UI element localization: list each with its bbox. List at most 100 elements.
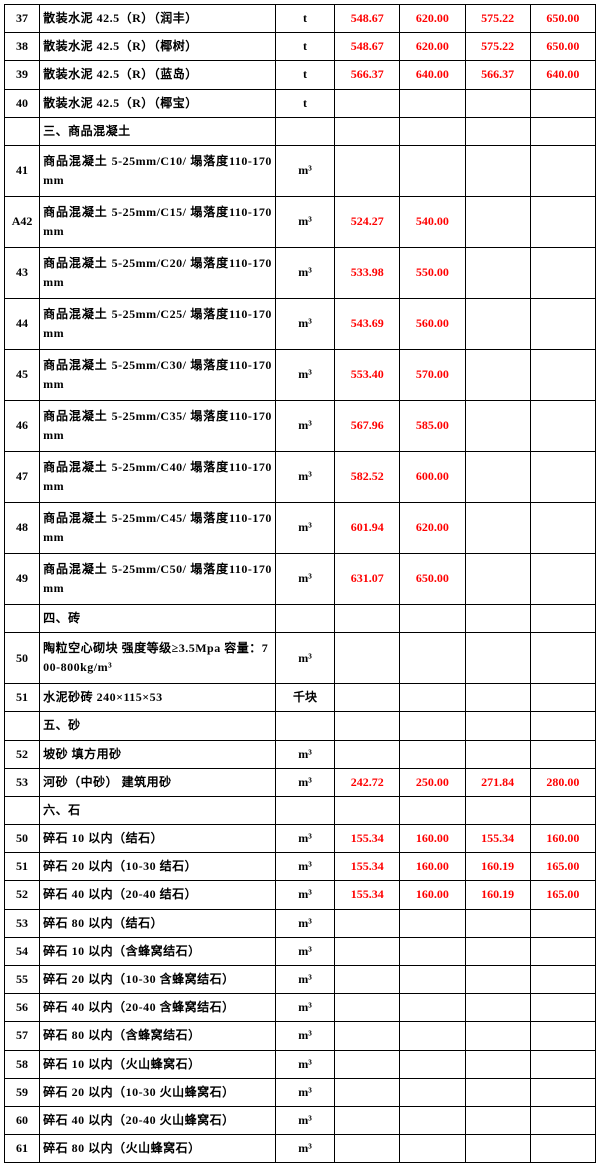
- cell-p3: [465, 1106, 530, 1134]
- cell-p3: 271.84: [465, 768, 530, 796]
- cell-p3: [465, 1135, 530, 1163]
- cell-unit: m³: [275, 196, 334, 247]
- table-row: 55碎石 20 以内（10-30 含蜂窝结石）m³: [5, 966, 596, 994]
- cell-p2: [400, 1022, 465, 1050]
- cell-p4: [530, 712, 595, 740]
- cell-p1: 553.40: [335, 349, 400, 400]
- cell-p3: [465, 1050, 530, 1078]
- cell-p2: 160.00: [400, 881, 465, 909]
- cell-p4: [530, 117, 595, 145]
- cell-id: 49: [5, 553, 40, 604]
- cell-p3: 160.19: [465, 881, 530, 909]
- cell-p3: [465, 451, 530, 502]
- cell-p3: [465, 349, 530, 400]
- cell-name: 河砂（中砂） 建筑用砂: [40, 768, 276, 796]
- cell-name: 碎石 20 以内（10-30 结石）: [40, 853, 276, 881]
- cell-unit: m³: [275, 349, 334, 400]
- cell-unit: t: [275, 5, 334, 33]
- cell-p4: [530, 145, 595, 196]
- cell-id: 46: [5, 400, 40, 451]
- cell-p3: [465, 89, 530, 117]
- cell-unit: m³: [275, 502, 334, 553]
- cell-unit: m³: [275, 881, 334, 909]
- cell-id: 51: [5, 853, 40, 881]
- cell-p1: [335, 994, 400, 1022]
- cell-name: 四、砖: [40, 604, 276, 632]
- cell-name: 碎石 40 以内（20-40 含蜂窝结石）: [40, 994, 276, 1022]
- table-row: A42商品混凝土 5-25mm/C15/ 塌落度110-170mmm³524.2…: [5, 196, 596, 247]
- table-row: 56碎石 40 以内（20-40 含蜂窝结石）m³: [5, 994, 596, 1022]
- cell-p1: [335, 712, 400, 740]
- cell-p4: [530, 633, 595, 684]
- cell-p2: 600.00: [400, 451, 465, 502]
- cell-p2: [400, 966, 465, 994]
- cell-id: 54: [5, 937, 40, 965]
- table-row: 57碎石 80 以内（含蜂窝结石）m³: [5, 1022, 596, 1050]
- cell-unit: [275, 604, 334, 632]
- cell-p2: [400, 994, 465, 1022]
- cell-id: 48: [5, 502, 40, 553]
- table-row: 四、砖: [5, 604, 596, 632]
- cell-p2: 250.00: [400, 768, 465, 796]
- table-row: 50陶粒空心砌块 强度等级≥3.5Mpa 容量：700-800kg/m³m³: [5, 633, 596, 684]
- cell-p2: [400, 604, 465, 632]
- cell-unit: m³: [275, 768, 334, 796]
- cell-id: 58: [5, 1050, 40, 1078]
- cell-p3: 160.19: [465, 853, 530, 881]
- cell-p4: [530, 796, 595, 824]
- cell-unit: [275, 117, 334, 145]
- cell-p1: [335, 966, 400, 994]
- cell-id: 44: [5, 298, 40, 349]
- cell-id: 47: [5, 451, 40, 502]
- cell-p2: [400, 89, 465, 117]
- cell-id: 60: [5, 1106, 40, 1134]
- cell-name: 散装水泥 42.5（R）（椰宝）: [40, 89, 276, 117]
- cell-unit: m³: [275, 740, 334, 768]
- cell-p4: [530, 937, 595, 965]
- cell-id: 45: [5, 349, 40, 400]
- cell-id: 53: [5, 768, 40, 796]
- cell-id: 41: [5, 145, 40, 196]
- cell-name: 三、商品混凝土: [40, 117, 276, 145]
- cell-id: 52: [5, 881, 40, 909]
- cell-p3: [465, 400, 530, 451]
- cell-p1: [335, 684, 400, 712]
- cell-p1: [335, 937, 400, 965]
- cell-unit: m³: [275, 145, 334, 196]
- cell-p2: [400, 633, 465, 684]
- cell-p2: 620.00: [400, 502, 465, 553]
- cell-unit: m³: [275, 994, 334, 1022]
- cell-unit: m³: [275, 1135, 334, 1163]
- cell-p3: [465, 796, 530, 824]
- table-row: 49商品混凝土 5-25mm/C50/ 塌落度110-170mmm³631.07…: [5, 553, 596, 604]
- cell-unit: 千块: [275, 684, 334, 712]
- cell-p3: [465, 909, 530, 937]
- table-row: 52坡砂 填方用砂m³: [5, 740, 596, 768]
- cell-p2: [400, 909, 465, 937]
- cell-unit: m³: [275, 553, 334, 604]
- cell-p2: 640.00: [400, 61, 465, 89]
- cell-p2: 570.00: [400, 349, 465, 400]
- cell-p3: [465, 994, 530, 1022]
- cell-unit: m³: [275, 400, 334, 451]
- cell-p1: 155.34: [335, 853, 400, 881]
- cell-p1: 524.27: [335, 196, 400, 247]
- table-row: 五、砂: [5, 712, 596, 740]
- table-row: 50碎石 10 以内（结石）m³155.34160.00155.34160.00: [5, 825, 596, 853]
- cell-unit: m³: [275, 1078, 334, 1106]
- table-row: 54碎石 10 以内（含蜂窝结石）m³: [5, 937, 596, 965]
- cell-p1: [335, 604, 400, 632]
- table-row: 38散装水泥 42.5（R）（椰树）t548.67620.00575.22650…: [5, 33, 596, 61]
- cell-p1: 155.34: [335, 825, 400, 853]
- cell-p2: [400, 1050, 465, 1078]
- cell-p4: [530, 247, 595, 298]
- cell-id: A42: [5, 196, 40, 247]
- cell-name: 商品混凝土 5-25mm/C45/ 塌落度110-170mm: [40, 502, 276, 553]
- table-row: 39散装水泥 42.5（R）（蓝岛）t566.37640.00566.37640…: [5, 61, 596, 89]
- cell-p4: 160.00: [530, 825, 595, 853]
- cell-p4: [530, 909, 595, 937]
- cell-p2: [400, 117, 465, 145]
- table-row: 61碎石 80 以内（火山蜂窝石）m³: [5, 1135, 596, 1163]
- cell-p4: [530, 451, 595, 502]
- cell-name: 商品混凝土 5-25mm/C40/ 塌落度110-170mm: [40, 451, 276, 502]
